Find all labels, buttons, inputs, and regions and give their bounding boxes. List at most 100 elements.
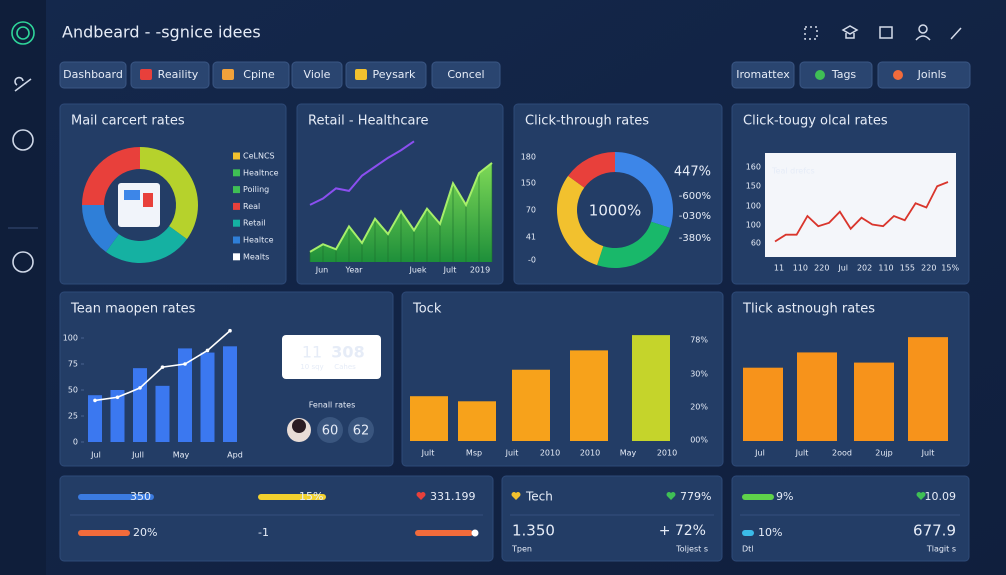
x-tick-label: Msp bbox=[466, 449, 482, 458]
y-label: 150 bbox=[746, 182, 761, 191]
toolbar-label: Dashboard bbox=[63, 68, 123, 81]
logo-icon[interactable] bbox=[11, 21, 35, 45]
progress-pill bbox=[78, 530, 130, 536]
pen-icon[interactable] bbox=[950, 27, 962, 40]
x-tick-label: 2010 bbox=[540, 449, 560, 458]
line-point bbox=[93, 398, 97, 403]
button-icon bbox=[815, 70, 825, 80]
panel-title: Tlick astnough rates bbox=[742, 302, 875, 317]
legend-label: Healtnce bbox=[243, 168, 279, 177]
book-icon[interactable] bbox=[879, 26, 893, 39]
y-tick-label: 0 bbox=[73, 438, 78, 447]
x-tick-label: 2010 bbox=[657, 449, 677, 458]
heart-icon bbox=[511, 492, 521, 500]
panel-title: Click-tougy olcal rates bbox=[743, 114, 888, 129]
bar bbox=[632, 335, 670, 441]
school-icon[interactable] bbox=[841, 25, 859, 39]
progress-pill bbox=[415, 530, 473, 536]
legend-label: Poiling bbox=[243, 185, 269, 194]
toolbar-button[interactable] bbox=[877, 61, 971, 89]
button-icon bbox=[893, 70, 903, 80]
y-tick-label: 75 bbox=[68, 360, 78, 369]
bar bbox=[854, 362, 894, 441]
toolbar-button[interactable] bbox=[731, 61, 795, 89]
stat-foot: Toljest s bbox=[675, 545, 708, 554]
side-label: 447% bbox=[674, 165, 711, 180]
x-tick-label: May bbox=[620, 449, 637, 458]
y-tick-label: 100 bbox=[63, 334, 78, 343]
card-value: 308 bbox=[331, 343, 364, 362]
toolbar-button[interactable] bbox=[345, 61, 427, 89]
bar bbox=[110, 390, 125, 442]
toolbar-button[interactable] bbox=[291, 61, 343, 89]
x-tick-label: Jult bbox=[421, 449, 435, 458]
user-icon-body bbox=[915, 35, 931, 41]
y-label: 160 bbox=[746, 163, 761, 172]
stat-text: 20% bbox=[133, 526, 157, 539]
stat-text: 779% bbox=[680, 490, 711, 503]
panel bbox=[401, 291, 724, 467]
legend-swatch bbox=[233, 219, 240, 227]
toolbar-button[interactable] bbox=[130, 61, 210, 89]
stat-text: 9% bbox=[776, 490, 793, 503]
toolbar-button[interactable] bbox=[799, 61, 873, 89]
bar bbox=[908, 337, 948, 441]
header-icons bbox=[804, 24, 962, 41]
donut-icon bbox=[118, 183, 160, 227]
x-tick-label: 110 bbox=[878, 264, 893, 273]
panel-title: Tean maopen rates bbox=[70, 302, 196, 317]
edit-icon[interactable] bbox=[12, 129, 34, 151]
line-point bbox=[115, 395, 120, 400]
rates-label: Fenall rates bbox=[309, 401, 355, 410]
line-point bbox=[160, 365, 165, 369]
y-label: 100 bbox=[746, 202, 761, 211]
series-line bbox=[309, 140, 415, 206]
x-tick-label: Jult bbox=[795, 449, 809, 458]
donut-center-label: 1000% bbox=[589, 202, 641, 220]
toolbar-label: Iromattex bbox=[736, 68, 790, 81]
x-tick-label: 110 bbox=[793, 264, 808, 273]
inner-title: Teal drefcs bbox=[771, 167, 815, 176]
stat-foot: Dtl bbox=[742, 545, 754, 554]
link-icon[interactable] bbox=[14, 76, 32, 92]
donut-slice bbox=[597, 221, 671, 269]
content: Dashboard Reaility Cpine Viole Peysark Concel… bbox=[59, 61, 971, 562]
legend-swatch bbox=[233, 186, 240, 194]
face-icon[interactable] bbox=[12, 251, 34, 273]
stat-big: 677.9 bbox=[913, 522, 956, 540]
x-tick-label: 220 bbox=[814, 264, 829, 273]
toolbar-button[interactable] bbox=[59, 61, 127, 89]
donut-slice bbox=[82, 205, 119, 252]
legend-label: Mealts bbox=[243, 252, 269, 261]
toolbar-label: Concel bbox=[447, 68, 484, 81]
toolbar-button[interactable] bbox=[212, 61, 290, 89]
heart-icon bbox=[916, 491, 926, 500]
legend-label: CeLNCS bbox=[243, 152, 275, 161]
series-line bbox=[309, 162, 493, 253]
panel-title: Tock bbox=[412, 302, 442, 317]
stat-text: 331.199 bbox=[430, 490, 476, 503]
sidebar-icons bbox=[8, 21, 38, 273]
grid-icon[interactable] bbox=[804, 26, 818, 40]
bar bbox=[743, 367, 783, 441]
x-tick-label: May bbox=[173, 451, 190, 460]
bar bbox=[178, 348, 192, 442]
legend-swatch bbox=[233, 152, 240, 160]
x-tick-label: 2ood bbox=[832, 449, 852, 458]
x-tick-label: 202 bbox=[857, 264, 872, 273]
y-label: 100 bbox=[746, 221, 761, 230]
rate-value: 62 bbox=[353, 424, 370, 439]
toolbar-label: Cpine bbox=[243, 68, 275, 81]
card-note: 10 sqy bbox=[300, 363, 323, 371]
progress-pill bbox=[78, 494, 154, 500]
bar bbox=[133, 368, 147, 442]
toolbar-label: Viole bbox=[304, 68, 331, 81]
y-label: 150 bbox=[521, 179, 536, 188]
progress-knob bbox=[471, 529, 479, 537]
y-label: 30% bbox=[690, 370, 708, 379]
user-icon[interactable] bbox=[918, 24, 928, 34]
line-chart-area bbox=[765, 153, 956, 257]
toolbar-button[interactable] bbox=[431, 61, 501, 89]
rate-badge bbox=[317, 417, 343, 443]
line-point bbox=[183, 362, 187, 366]
